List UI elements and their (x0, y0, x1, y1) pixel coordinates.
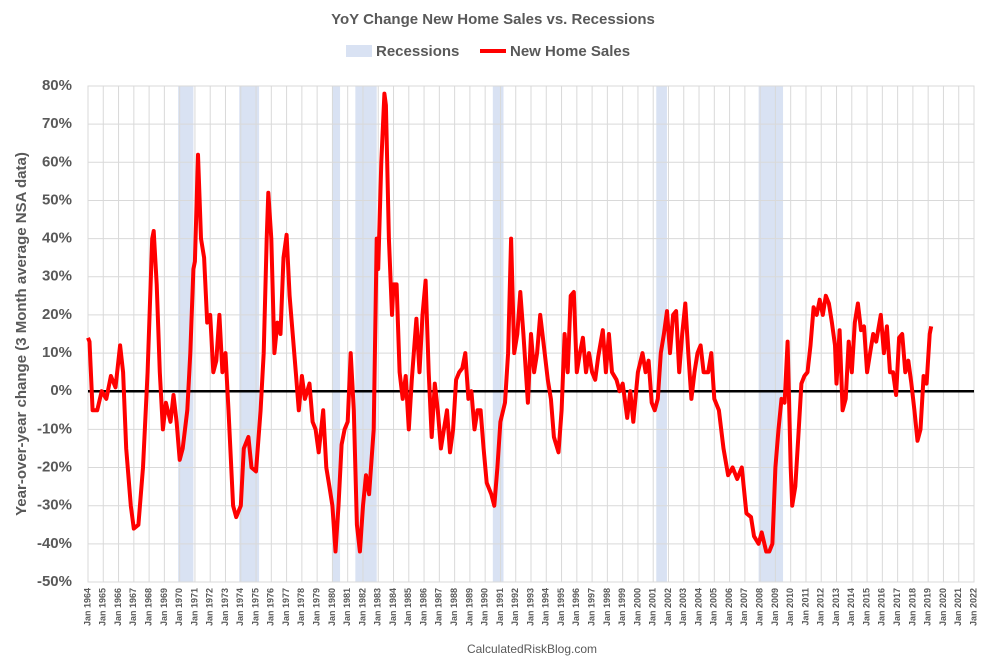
x-tick-label: Jan 1984 (388, 588, 398, 626)
x-tick-label: Jan 1970 (174, 588, 184, 626)
x-tick-label: Jan 1987 (434, 588, 444, 626)
x-tick-label: Jan 2021 (953, 588, 963, 626)
x-tick-label: Jan 1991 (495, 588, 505, 626)
x-tick-label: Jan 2005 (709, 588, 719, 626)
x-tick-label: Jan 2006 (724, 588, 734, 626)
x-tick-label: Jan 1997 (586, 588, 596, 626)
x-tick-label: Jan 1986 (418, 588, 428, 626)
x-tick-label: Jan 2004 (693, 588, 703, 626)
x-tick-label: Jan 2008 (755, 588, 765, 626)
legend-label: Recessions (376, 43, 459, 60)
x-tick-label: Jan 2018 (907, 588, 917, 626)
x-tick-label: Jan 1974 (235, 588, 245, 626)
recession-band (758, 86, 784, 582)
y-tick-label: 50% (42, 191, 72, 208)
x-tick-label: Jan 1966 (113, 588, 123, 626)
x-tick-label: Jan 2011 (800, 588, 810, 626)
recession-band (656, 86, 667, 582)
x-tick-label: Jan 1985 (403, 588, 413, 626)
x-tick-label: Jan 1990 (480, 588, 490, 626)
y-tick-label: 20% (42, 306, 72, 323)
x-tick-label: Jan 1983 (373, 588, 383, 626)
x-tick-label: Jan 2001 (648, 588, 658, 626)
y-tick-label: -20% (37, 459, 72, 476)
x-tick-label: Jan 1994 (541, 588, 551, 626)
y-axis-label: Year-over-year change (3 Month average N… (13, 152, 30, 516)
x-tick-label: Jan 2009 (770, 588, 780, 626)
x-tick-label: Jan 2003 (678, 588, 688, 626)
x-tick-label: Jan 1999 (617, 588, 627, 626)
x-tick-label: Jan 2007 (739, 588, 749, 626)
x-tick-label: Jan 1981 (342, 588, 352, 626)
source: CalculatedRiskBlog.com (467, 642, 597, 656)
x-tick-label: Jan 1995 (556, 588, 566, 626)
chart-title: YoY Change New Home Sales vs. Recessions (331, 11, 655, 28)
x-tick-label: Jan 1972 (205, 588, 215, 626)
x-tick-label: Jan 2012 (816, 588, 826, 626)
y-tick-label: 10% (42, 344, 72, 361)
x-tick-label: Jan 1964 (82, 588, 92, 626)
recession-band (332, 86, 341, 582)
x-tick-label: Jan 1968 (143, 588, 153, 626)
x-tick-label: Jan 1965 (98, 588, 108, 626)
x-tick-label: Jan 1973 (220, 588, 230, 626)
y-tick-label: 60% (42, 153, 72, 170)
x-tick-label: Jan 2015 (861, 588, 871, 626)
x-tick-label: Jan 2000 (632, 588, 642, 626)
y-tick-label: -10% (37, 420, 72, 437)
x-tick-label: Jan 1988 (449, 588, 459, 626)
y-tick-label: 80% (42, 77, 72, 94)
y-tick-label: -30% (37, 497, 72, 514)
x-tick-label: Jan 1996 (571, 588, 581, 626)
x-tick-label: Jan 1975 (250, 588, 260, 626)
series-line (86, 91, 934, 554)
x-tick-label: Jan 1992 (510, 588, 520, 626)
y-tick-label: 0% (50, 382, 72, 399)
x-tick-label: Jan 1993 (525, 588, 535, 626)
x-tick-label: Jan 1989 (464, 588, 474, 626)
x-tick-label: Jan 1979 (312, 588, 322, 626)
recession-band (492, 86, 504, 582)
x-tick-label: Jan 2016 (877, 588, 887, 626)
x-tick-label: Jan 2010 (785, 588, 795, 626)
x-tick-label: Jan 1967 (128, 588, 138, 626)
x-tick-label: Jan 2017 (892, 588, 902, 626)
y-tick-label: -40% (37, 535, 72, 552)
legend-label: New Home Sales (510, 43, 630, 60)
y-tick-label: -50% (37, 573, 72, 590)
x-tick-label: Jan 2019 (923, 588, 933, 626)
x-tick-label: Jan 1969 (159, 588, 169, 626)
x-tick-label: Jan 2002 (663, 588, 673, 626)
x-tick-label: Jan 1971 (189, 588, 199, 626)
x-tick-label: Jan 1982 (357, 588, 367, 626)
legend-swatch-recessions (346, 45, 372, 57)
y-tick-label: 30% (42, 268, 72, 285)
x-tick-label: Jan 1998 (602, 588, 612, 626)
x-tick-label: Jan 2022 (968, 588, 978, 626)
y-tick-label: 40% (42, 230, 72, 247)
x-tick-label: Jan 1980 (327, 588, 337, 626)
x-tick-label: Jan 2013 (831, 588, 841, 626)
x-tick-label: Jan 2014 (846, 588, 856, 626)
x-tick-label: Jan 2020 (938, 588, 948, 626)
y-tick-label: 70% (42, 115, 72, 132)
x-tick-label: Jan 1977 (281, 588, 291, 626)
x-tick-label: Jan 1978 (296, 588, 306, 626)
x-tick-label: Jan 1976 (266, 588, 276, 626)
